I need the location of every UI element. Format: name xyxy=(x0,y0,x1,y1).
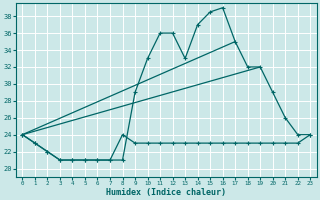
X-axis label: Humidex (Indice chaleur): Humidex (Indice chaleur) xyxy=(106,188,226,197)
